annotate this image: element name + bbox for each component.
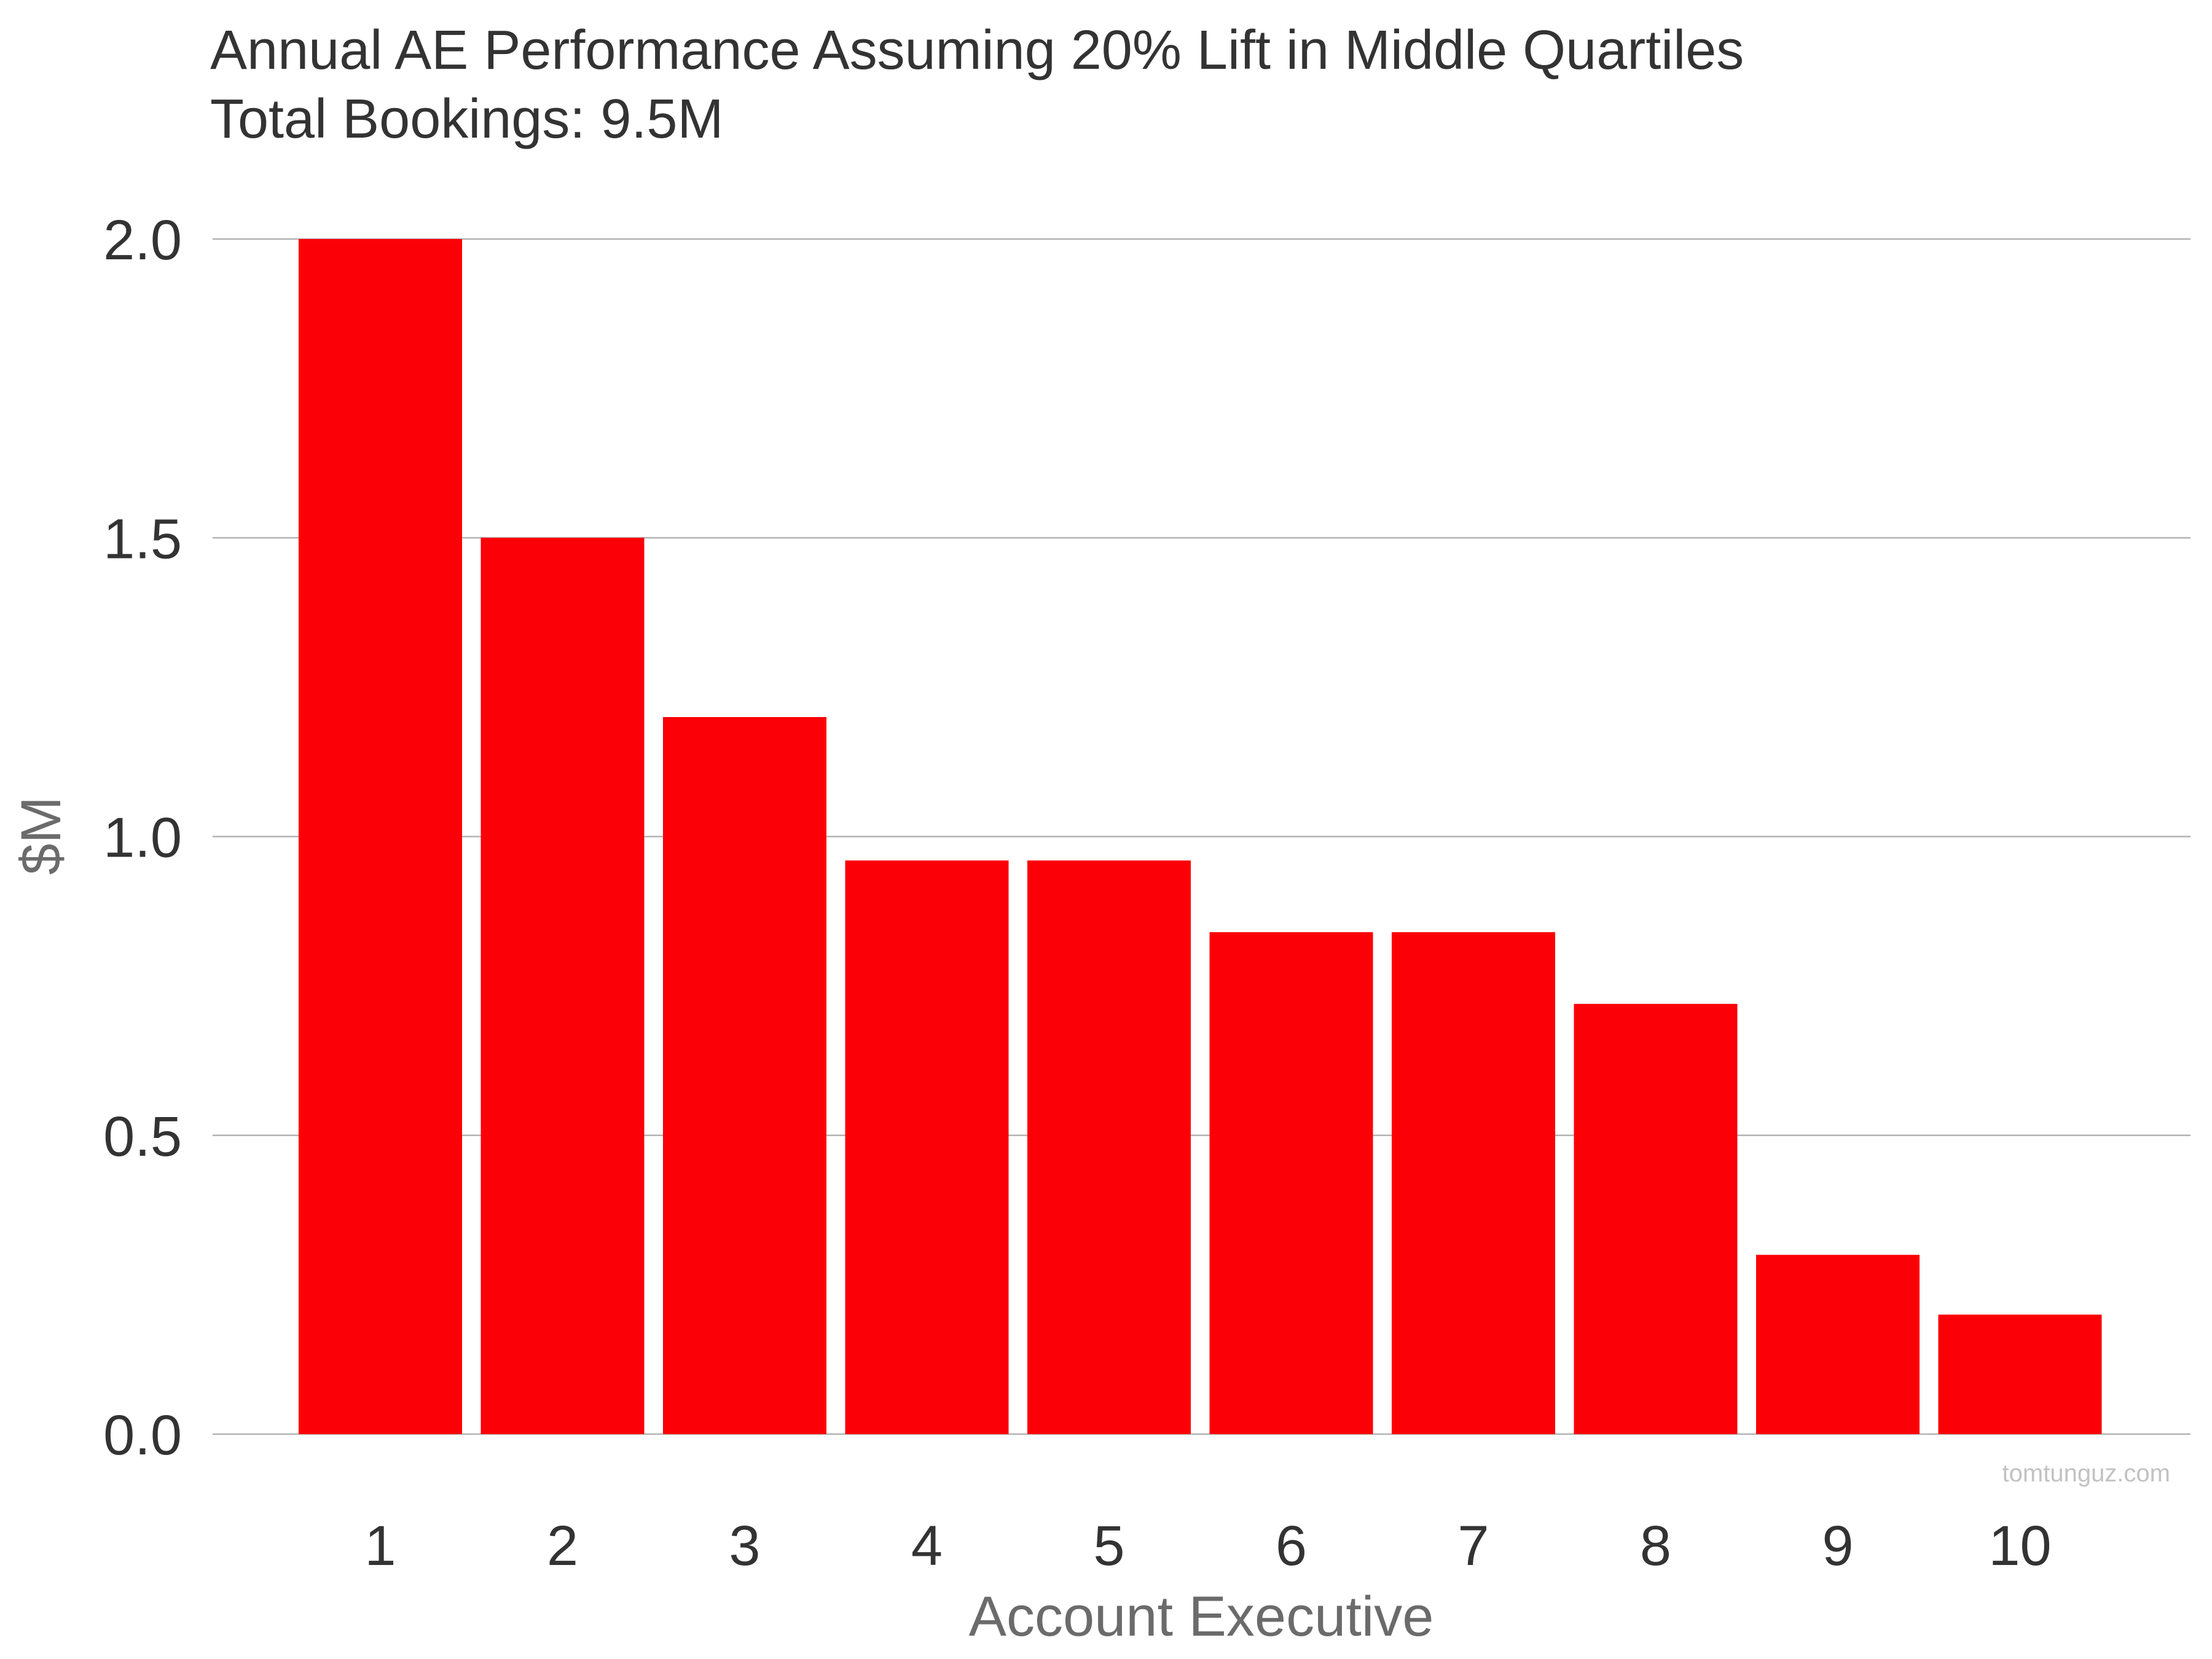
bar bbox=[480, 538, 645, 1434]
x-tick-label: 8 bbox=[1640, 1515, 1671, 1577]
y-tick-label: 1.0 bbox=[103, 807, 182, 869]
bar bbox=[845, 860, 1009, 1434]
y-tick-label: 0.5 bbox=[103, 1105, 182, 1168]
y-tick-labels: 0.0 0.5 1.0 1.5 2.0 bbox=[103, 209, 182, 1467]
x-tick-label: 1 bbox=[364, 1515, 396, 1577]
watermark: tomtunguz.com bbox=[2002, 1460, 2170, 1487]
bar bbox=[1756, 1255, 1920, 1434]
y-tick-label: 2.0 bbox=[103, 209, 182, 272]
x-tick-label: 5 bbox=[1093, 1515, 1124, 1577]
x-tick-label: 10 bbox=[1988, 1515, 2051, 1577]
y-tick-label: 1.5 bbox=[103, 508, 182, 570]
bar bbox=[663, 717, 826, 1434]
x-tick-label: 7 bbox=[1457, 1515, 1489, 1577]
y-tick-label: 0.0 bbox=[103, 1404, 182, 1467]
bars bbox=[299, 239, 2102, 1434]
x-axis-label: Account Executive bbox=[969, 1585, 1434, 1648]
x-tick-label: 9 bbox=[1822, 1515, 1853, 1577]
x-tick-label: 4 bbox=[911, 1515, 943, 1577]
x-tick-label: 6 bbox=[1276, 1515, 1307, 1577]
bar bbox=[299, 239, 462, 1434]
x-tick-label: 2 bbox=[547, 1515, 578, 1577]
x-tick-labels: 1 2 3 4 5 6 7 8 9 10 bbox=[364, 1515, 2051, 1577]
x-tick-label: 3 bbox=[729, 1515, 760, 1577]
bar bbox=[1027, 860, 1191, 1434]
bar bbox=[1938, 1314, 2102, 1434]
bar bbox=[1392, 932, 1555, 1434]
chart-subtitle: Total Bookings: 9.5M bbox=[210, 88, 723, 150]
bar bbox=[1209, 932, 1373, 1434]
bar bbox=[1574, 1003, 1738, 1434]
chart-title: Annual AE Performance Assuming 20% Lift … bbox=[210, 20, 1744, 81]
y-axis-label: $M bbox=[10, 796, 73, 875]
